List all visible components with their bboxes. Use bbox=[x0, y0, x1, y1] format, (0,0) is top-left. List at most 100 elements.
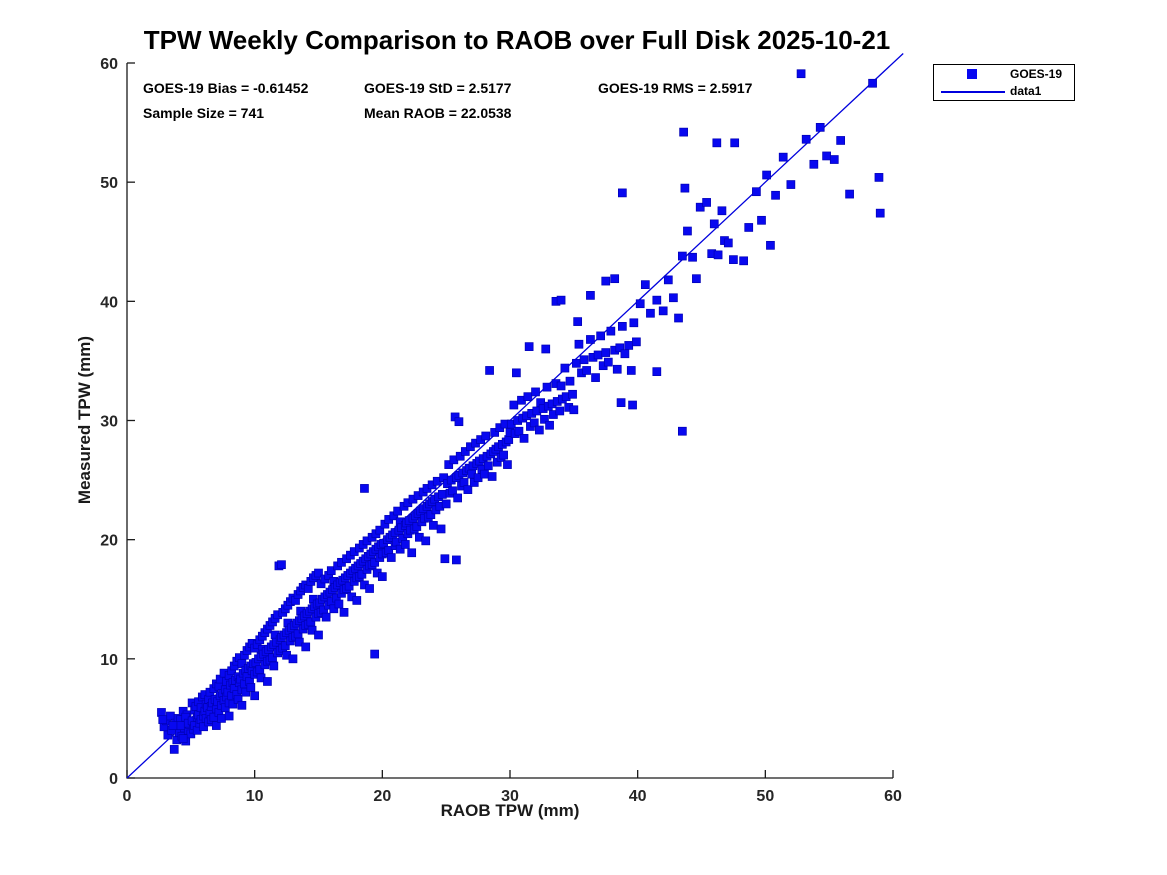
data-point bbox=[565, 376, 575, 386]
data-point bbox=[352, 596, 362, 605]
data-point bbox=[596, 331, 605, 341]
data-point bbox=[540, 414, 549, 424]
data-point bbox=[393, 506, 403, 516]
data-point bbox=[426, 510, 436, 519]
data-point bbox=[158, 715, 168, 724]
data-point bbox=[632, 337, 641, 347]
legend: GOES-19 data1 bbox=[933, 64, 1075, 101]
y-axis-label: Measured TPW (mm) bbox=[75, 335, 94, 505]
data-point bbox=[307, 625, 317, 635]
data-point bbox=[357, 569, 367, 579]
data-point bbox=[586, 291, 595, 300]
data-point bbox=[224, 711, 234, 721]
data-point bbox=[168, 721, 178, 730]
data-point bbox=[503, 460, 512, 469]
data-point bbox=[560, 363, 570, 373]
x-axis-label: RAOB TPW (mm) bbox=[440, 801, 580, 820]
data-point bbox=[529, 418, 539, 428]
data-point bbox=[729, 255, 738, 264]
data-point bbox=[752, 187, 761, 197]
chart-title: TPW Weekly Comparison to RAOB over Full … bbox=[143, 25, 891, 55]
data-point bbox=[509, 400, 519, 410]
data-point bbox=[582, 366, 591, 375]
data-point bbox=[463, 485, 473, 494]
data-point bbox=[166, 711, 175, 721]
data-point bbox=[523, 392, 533, 402]
data-point bbox=[448, 486, 457, 496]
data-point bbox=[400, 540, 410, 549]
data-point bbox=[277, 560, 286, 570]
data-point bbox=[169, 745, 179, 754]
data-point bbox=[652, 295, 662, 305]
data-point bbox=[677, 426, 687, 436]
stat-mean-raob: Mean RAOB = 22.0538 bbox=[364, 105, 512, 121]
data-point bbox=[455, 451, 465, 461]
data-point bbox=[680, 183, 690, 193]
data-point bbox=[334, 599, 344, 609]
data-point bbox=[556, 381, 566, 391]
legend-entry-goes19: GOES-19 bbox=[934, 66, 1074, 82]
data-point bbox=[688, 252, 697, 262]
data-point bbox=[615, 343, 625, 353]
data-point bbox=[263, 677, 272, 686]
data-point bbox=[176, 721, 185, 730]
data-point bbox=[739, 256, 748, 266]
data-point bbox=[436, 524, 446, 534]
data-point bbox=[490, 428, 500, 437]
data-point bbox=[365, 584, 374, 593]
data-point bbox=[386, 553, 396, 562]
y-tick-label: 50 bbox=[100, 175, 118, 192]
data-point bbox=[314, 568, 323, 578]
data-point bbox=[499, 450, 508, 460]
data-point bbox=[586, 335, 595, 344]
data-point bbox=[437, 490, 447, 499]
data-point bbox=[601, 348, 611, 357]
legend-label-goes19: GOES-19 bbox=[1010, 67, 1063, 81]
data-point bbox=[370, 649, 380, 659]
x-tick-label: 30 bbox=[501, 788, 519, 805]
data-point bbox=[692, 274, 701, 284]
data-point bbox=[683, 226, 692, 236]
data-point bbox=[628, 400, 637, 410]
x-tick-label: 50 bbox=[756, 788, 774, 805]
data-point bbox=[535, 425, 544, 435]
data-point bbox=[771, 190, 780, 200]
data-point bbox=[375, 525, 385, 535]
data-point bbox=[679, 127, 688, 137]
data-point bbox=[452, 555, 461, 565]
data-point bbox=[603, 357, 613, 367]
data-point bbox=[460, 447, 470, 456]
data-point bbox=[542, 382, 552, 392]
data-point bbox=[512, 368, 521, 378]
data-point bbox=[344, 581, 354, 591]
data-point bbox=[444, 460, 454, 469]
stat-sample-size: Sample Size = 741 bbox=[143, 105, 265, 121]
data-point bbox=[635, 299, 645, 309]
data-point bbox=[713, 250, 723, 260]
data-point bbox=[744, 223, 754, 232]
data-point bbox=[303, 584, 313, 593]
legend-marker-glyph-area bbox=[934, 67, 1010, 81]
data-point bbox=[288, 654, 298, 664]
data-point bbox=[531, 387, 540, 397]
data-point bbox=[541, 344, 551, 354]
data-point bbox=[514, 426, 524, 436]
data-point bbox=[556, 295, 566, 305]
y-tick-label: 60 bbox=[100, 56, 118, 73]
data-point bbox=[555, 406, 565, 416]
data-point bbox=[796, 69, 806, 79]
stat-std: GOES-19 StD = 2.5177 bbox=[364, 80, 512, 96]
data-point bbox=[395, 544, 405, 554]
data-point bbox=[874, 173, 884, 182]
data-point bbox=[524, 342, 534, 351]
x-tick-label: 10 bbox=[246, 788, 264, 805]
data-point bbox=[377, 572, 387, 581]
data-point bbox=[723, 238, 733, 248]
data-point bbox=[612, 364, 622, 374]
data-point bbox=[829, 155, 839, 164]
y-tick-label: 0 bbox=[109, 771, 118, 788]
data-point bbox=[326, 566, 336, 576]
data-point bbox=[836, 136, 846, 145]
data-point bbox=[329, 604, 339, 614]
